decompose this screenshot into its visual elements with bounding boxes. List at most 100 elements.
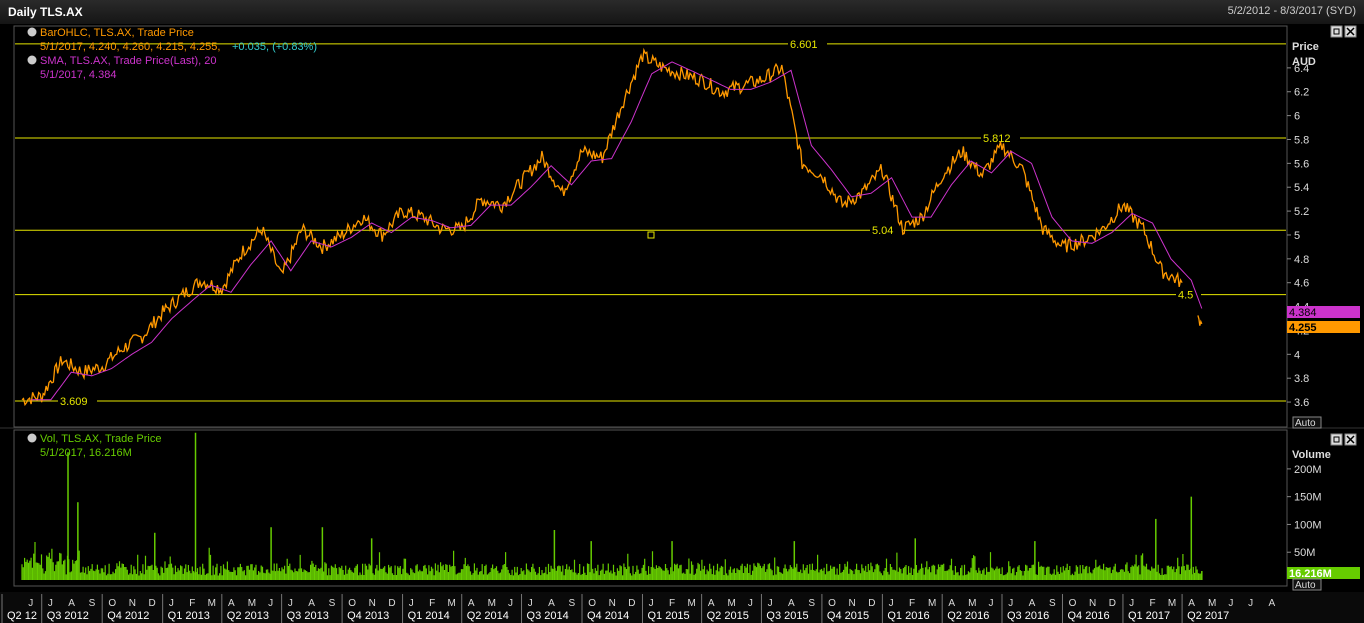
quarter-label: Q4 2016 — [1067, 610, 1109, 622]
month-label: J — [1008, 598, 1013, 609]
sma-last-value: 4.384 — [1289, 307, 1317, 319]
month-label: O — [588, 598, 596, 609]
month-label: N — [1089, 598, 1096, 609]
quarter-label: Q3 2016 — [1007, 610, 1049, 622]
legend2-values: 5/1/2017, 4.384 — [40, 69, 116, 81]
price-last-tag — [1287, 321, 1360, 333]
volume-restore-button[interactable] — [1330, 433, 1343, 446]
legend-vol-icon[interactable] — [27, 433, 37, 443]
price-tick-label: 5.2 — [1294, 206, 1309, 218]
month-label: M — [687, 598, 695, 609]
month-label: F — [429, 598, 435, 609]
price-restore-button[interactable] — [1330, 25, 1343, 38]
month-label: D — [868, 598, 875, 609]
price-tick-label: 5.6 — [1294, 158, 1309, 170]
price-tick-label: 4 — [1294, 349, 1300, 361]
volume-auto-label: Auto — [1295, 580, 1316, 591]
quarter-label: Q4 2012 — [107, 610, 149, 622]
month-label: O — [348, 598, 356, 609]
price-tick-label: 5 — [1294, 230, 1300, 242]
horizontal-line-label: 3.609 — [60, 396, 88, 408]
quarter-label: Q2 2017 — [1187, 610, 1229, 622]
legend-vol-values: 5/1/2017, 16.216M — [40, 447, 132, 459]
month-label: A — [548, 598, 555, 609]
month-label: J — [889, 598, 894, 609]
month-label: A — [228, 598, 235, 609]
month-label: M — [248, 598, 256, 609]
month-label: J — [48, 598, 53, 609]
month-label: N — [848, 598, 855, 609]
legend2-name: SMA, TLS.AX, Trade Price(Last), 20 — [40, 55, 216, 67]
month-label: D — [1109, 598, 1116, 609]
legend2-icon[interactable] — [27, 55, 37, 65]
quarter-label: Q2 2016 — [947, 610, 989, 622]
volume-axis-title: Volume — [1292, 449, 1331, 461]
volume-auto-button[interactable] — [1292, 578, 1322, 591]
month-label: J — [1228, 598, 1233, 609]
month-label: O — [108, 598, 116, 609]
month-label: J — [169, 598, 174, 609]
month-label: J — [268, 598, 273, 609]
month-label: J — [1248, 598, 1253, 609]
quarter-label: Q3 2015 — [766, 610, 808, 622]
price-tick-label: 5.4 — [1294, 182, 1309, 194]
month-label: D — [148, 598, 155, 609]
horizontal-line-label: 5.04 — [872, 225, 893, 237]
month-label: M — [968, 598, 976, 609]
month-label: F — [189, 598, 195, 609]
month-label: J — [1129, 598, 1134, 609]
window-titlebar: Daily TLS.AX 5/2/2012 - 8/3/2017 (SYD) — [0, 0, 1364, 25]
volume-last-tag — [1287, 567, 1360, 579]
volume-tick-label: 150M — [1294, 492, 1322, 504]
month-label: S — [568, 598, 575, 609]
volume-bars — [21, 542, 1202, 580]
month-label: A — [788, 598, 795, 609]
month-label: J — [528, 598, 533, 609]
month-label: S — [1049, 598, 1056, 609]
volume-last-value: 16.216M — [1289, 568, 1332, 580]
price-auto-button[interactable] — [1292, 416, 1322, 429]
quarter-label: Q2 2014 — [467, 610, 509, 622]
date-range: 5/2/2012 - 8/3/2017 (SYD) — [1227, 5, 1356, 17]
price-tick-label: 3.8 — [1294, 373, 1309, 385]
chart-area[interactable]: 6.601 5.812 5.04 4.5 3.609 BarOHLC, TLS.AX, … — [0, 24, 1364, 623]
horizontal-line-label: 5.812 — [983, 133, 1011, 145]
month-label: M — [728, 598, 736, 609]
quarter-label: Q1 2015 — [647, 610, 689, 622]
month-label: O — [1069, 598, 1077, 609]
sma-last-tag — [1287, 306, 1360, 318]
month-label: M — [1208, 598, 1216, 609]
month-label: A — [1268, 598, 1275, 609]
month-label: N — [129, 598, 136, 609]
month-label: A — [1188, 598, 1195, 609]
price-tick-label: 4.6 — [1294, 278, 1309, 290]
price-axis-title: Price — [1292, 41, 1319, 53]
price-series-line[interactable] — [21, 47, 1203, 407]
volume-panel-frame — [13, 429, 1288, 587]
month-label: N — [369, 598, 376, 609]
month-label: J — [748, 598, 753, 609]
price-tick-label: 6.4 — [1294, 63, 1309, 75]
month-label: S — [808, 598, 815, 609]
month-label: J — [28, 598, 33, 609]
month-label: A — [948, 598, 955, 609]
legend1-icon[interactable] — [27, 27, 37, 37]
month-label: J — [409, 598, 414, 609]
month-label: A — [468, 598, 475, 609]
legend1-change: +0.035, (+0.83%) — [232, 41, 317, 53]
price-tick-label: 6.2 — [1294, 87, 1309, 99]
month-label: M — [448, 598, 456, 609]
quarter-label: Q3 2013 — [287, 610, 329, 622]
month-label: D — [388, 598, 395, 609]
volume-tick-label: 200M — [1294, 464, 1322, 476]
month-label: M — [488, 598, 496, 609]
horizontal-line-label: 4.5 — [1178, 290, 1193, 302]
volume-tick-label: 100M — [1294, 519, 1322, 531]
quarter-label: Q4 2015 — [827, 610, 869, 622]
sma-series-line[interactable] — [31, 61, 1203, 401]
line-handle[interactable] — [647, 231, 655, 239]
month-label: N — [609, 598, 616, 609]
legend-vol-name: Vol, TLS.AX, Trade Price — [40, 433, 161, 445]
quarter-label: Q1 2013 — [168, 610, 210, 622]
window-title: Daily TLS.AX — [8, 5, 83, 19]
